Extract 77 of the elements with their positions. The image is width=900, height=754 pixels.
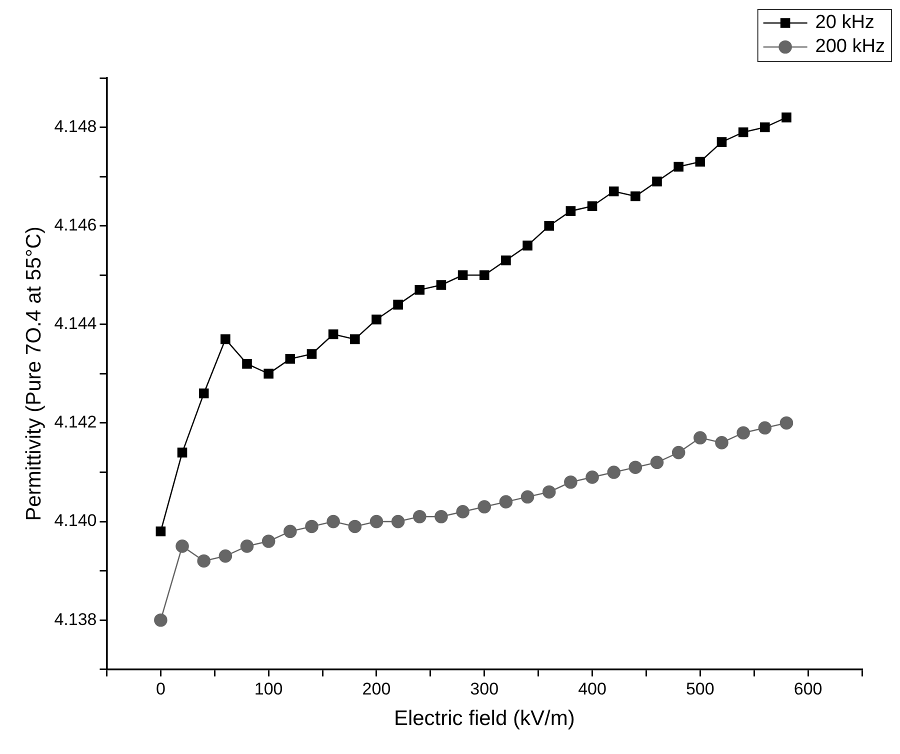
point bbox=[586, 470, 599, 484]
point bbox=[715, 436, 728, 450]
point bbox=[478, 500, 492, 514]
x-tick-label: 300 bbox=[470, 679, 499, 698]
y-tick-label: 4.142 bbox=[54, 412, 97, 432]
point bbox=[154, 613, 168, 627]
legend-label: 20 kHz bbox=[815, 12, 874, 34]
point bbox=[542, 485, 556, 499]
point bbox=[608, 186, 619, 196]
point bbox=[372, 314, 382, 324]
point bbox=[176, 540, 189, 553]
point bbox=[197, 554, 210, 568]
point bbox=[458, 270, 468, 280]
point bbox=[782, 112, 792, 122]
point bbox=[522, 240, 532, 250]
point bbox=[306, 349, 317, 359]
y-tick-label: 4.148 bbox=[54, 116, 97, 136]
y-tick-label: 4.144 bbox=[54, 314, 97, 334]
point bbox=[218, 549, 232, 563]
point bbox=[650, 456, 664, 470]
point bbox=[652, 176, 662, 186]
x-tick-label: 100 bbox=[254, 679, 283, 698]
point bbox=[780, 416, 794, 430]
point bbox=[434, 510, 448, 524]
point bbox=[479, 270, 490, 280]
point bbox=[544, 220, 554, 231]
point bbox=[198, 388, 209, 398]
point bbox=[350, 334, 360, 344]
point bbox=[262, 534, 276, 548]
point bbox=[499, 495, 513, 508]
point bbox=[566, 206, 576, 216]
point bbox=[736, 426, 750, 440]
point bbox=[412, 510, 426, 524]
x-tick-label: 0 bbox=[156, 679, 166, 698]
point bbox=[305, 520, 318, 534]
point bbox=[607, 466, 620, 479]
point bbox=[587, 201, 598, 212]
point bbox=[436, 280, 446, 290]
point bbox=[716, 137, 727, 147]
legend-label: 200 kHz bbox=[815, 36, 885, 58]
point bbox=[242, 358, 252, 369]
point bbox=[326, 514, 340, 528]
point bbox=[760, 122, 770, 132]
point bbox=[391, 514, 405, 528]
point bbox=[285, 354, 296, 364]
point bbox=[695, 156, 706, 167]
point bbox=[177, 448, 188, 458]
point bbox=[694, 431, 707, 444]
point bbox=[456, 505, 470, 518]
point bbox=[284, 524, 297, 538]
point bbox=[738, 127, 748, 138]
y-tick-label: 4.140 bbox=[54, 511, 97, 530]
point bbox=[264, 368, 274, 379]
point bbox=[156, 526, 166, 536]
point bbox=[672, 446, 686, 460]
x-axis-title: Electric field (kV/m) bbox=[394, 707, 575, 730]
x-tick-label: 200 bbox=[362, 679, 391, 698]
point bbox=[370, 514, 384, 528]
y-tick-label: 4.146 bbox=[54, 216, 97, 235]
point bbox=[674, 162, 684, 172]
point bbox=[628, 460, 642, 474]
y-tick-label: 4.138 bbox=[54, 610, 97, 629]
x-tick-label: 400 bbox=[578, 679, 606, 698]
point bbox=[393, 300, 403, 310]
point bbox=[520, 490, 534, 504]
point bbox=[758, 421, 772, 435]
point bbox=[328, 329, 338, 340]
point bbox=[240, 540, 254, 553]
x-tick-label: 500 bbox=[686, 679, 714, 698]
x-tick-label: 600 bbox=[794, 679, 822, 698]
point bbox=[348, 520, 362, 534]
point bbox=[220, 334, 230, 344]
y-axis-title: Permittivity (Pure 7O.4 at 55°C) bbox=[22, 226, 46, 521]
point bbox=[564, 475, 578, 489]
point bbox=[501, 255, 511, 266]
point bbox=[414, 285, 425, 295]
point bbox=[630, 191, 640, 202]
